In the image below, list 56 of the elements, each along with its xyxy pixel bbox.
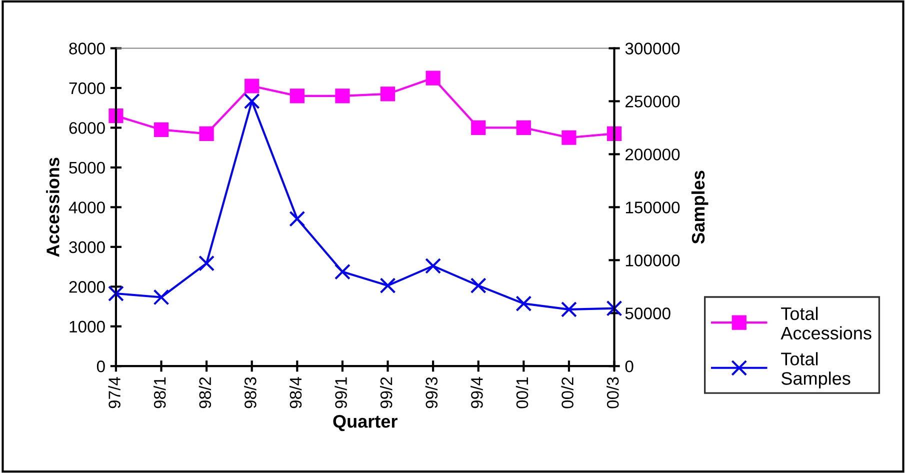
y-tick-label: 4000 bbox=[68, 202, 105, 214]
x-tick-label: 99/1 bbox=[334, 377, 347, 408]
y-tick-label: 3000 bbox=[69, 241, 105, 254]
point bbox=[562, 130, 576, 145]
point bbox=[153, 289, 170, 306]
y-tick-label: 2000 bbox=[69, 281, 105, 293]
point bbox=[470, 278, 486, 294]
point bbox=[425, 258, 442, 274]
legend-label: Total Samples bbox=[781, 352, 850, 388]
x-tick-label: 99/2 bbox=[380, 377, 392, 408]
point bbox=[244, 78, 260, 94]
x-tick-label: 97/4 bbox=[108, 377, 120, 408]
point bbox=[154, 122, 169, 137]
point bbox=[244, 93, 260, 110]
point bbox=[380, 278, 396, 294]
x-tick-label: 00/1 bbox=[516, 377, 528, 408]
y2-tick-label: 50000 bbox=[625, 308, 670, 320]
x-tick-label: 98/1 bbox=[154, 377, 166, 408]
point bbox=[380, 86, 396, 102]
x-tick-label: 00/3 bbox=[606, 377, 619, 408]
x-tick-label: 99/3 bbox=[425, 377, 438, 408]
y-tick-label: 7000 bbox=[69, 82, 105, 94]
y2-tick-label: 200000 bbox=[626, 148, 680, 160]
y-tick-label: 1000 bbox=[70, 320, 105, 333]
x-tick-label: 98/4 bbox=[289, 377, 302, 408]
y-tick-label: 5000 bbox=[69, 162, 105, 174]
point bbox=[426, 70, 440, 86]
y2-tick-label: 150000 bbox=[626, 202, 680, 214]
legend-label: Total Accessions bbox=[780, 306, 872, 340]
point bbox=[471, 120, 486, 136]
y-tick-label: 8000 bbox=[69, 42, 105, 54]
y2-axis-title: Samples bbox=[691, 170, 708, 244]
point bbox=[606, 300, 622, 316]
x-tick-label: 98/3 bbox=[244, 377, 256, 408]
y-tick-label: 6000 bbox=[69, 122, 105, 134]
point bbox=[335, 88, 350, 104]
y2-tick-label: 0 bbox=[625, 360, 634, 372]
x-tick-label: 00/2 bbox=[561, 377, 574, 408]
point bbox=[199, 126, 214, 141]
point bbox=[108, 286, 124, 302]
point bbox=[560, 301, 577, 318]
y2-tick-label: 300000 bbox=[625, 42, 680, 54]
point bbox=[198, 255, 215, 272]
x-tick-label: 98/2 bbox=[198, 377, 212, 408]
x-axis-title: Quarter bbox=[333, 414, 398, 432]
y-axis-title: Accessions bbox=[46, 158, 60, 257]
y2-tick-label: 100000 bbox=[626, 254, 680, 266]
x-tick-label: 99/4 bbox=[470, 377, 483, 408]
y-tick-label: 0 bbox=[96, 360, 105, 372]
y2-tick-label: 250000 bbox=[626, 96, 680, 108]
point bbox=[290, 88, 304, 104]
point bbox=[516, 120, 531, 136]
point bbox=[334, 264, 350, 280]
point bbox=[289, 210, 306, 227]
point bbox=[108, 108, 124, 124]
point bbox=[516, 296, 532, 312]
